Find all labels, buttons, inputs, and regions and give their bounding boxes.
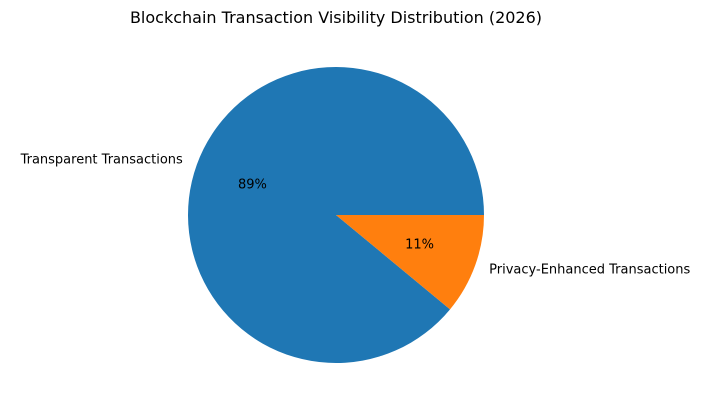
pie-slice-privacy-enhanced-transactions [336, 215, 484, 310]
pie-slice-transparent-transactions [188, 67, 485, 364]
slice-labels: Transparent Transactions 89% Privacy-Enhan… [20, 152, 691, 277]
slice-percentage-label: 11% [405, 238, 434, 253]
slice-label: Privacy-Enhanced Transactions [489, 263, 690, 278]
slice-percentage-label: 89% [238, 177, 267, 192]
pie-slices [188, 67, 485, 364]
slice-label: Transparent Transactions [20, 152, 183, 167]
chart-title: Blockchain Transaction Visibility Distri… [130, 8, 542, 27]
